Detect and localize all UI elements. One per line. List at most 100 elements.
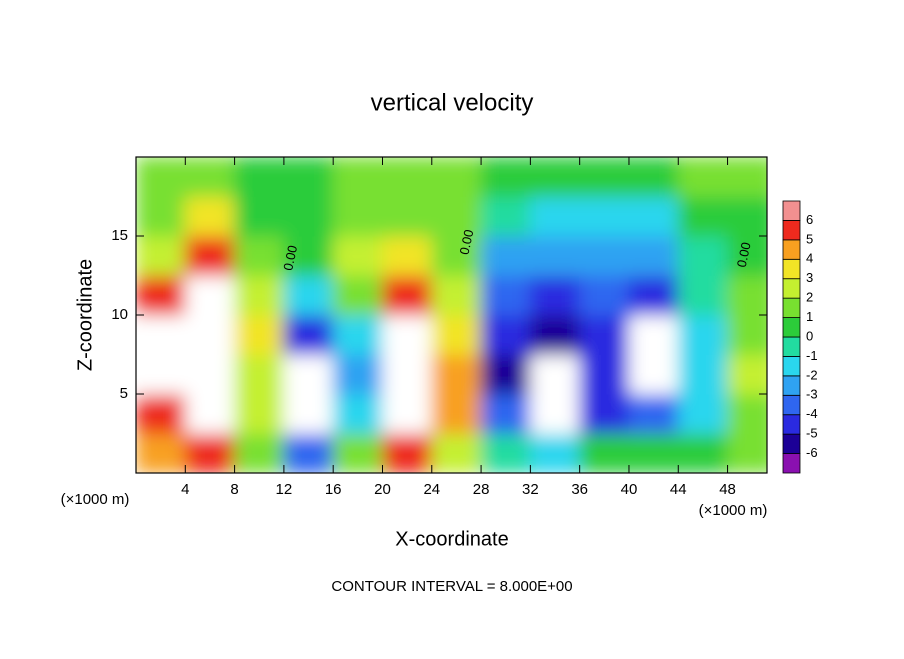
- field-cell: [677, 196, 729, 237]
- field-cell: [184, 157, 236, 197]
- footnote: CONTOUR INTERVAL = 8.000E+00: [331, 578, 572, 595]
- x-tick-label: 36: [571, 481, 588, 498]
- field-cell: [727, 157, 767, 197]
- field-cell: [677, 235, 729, 276]
- field-cell: [332, 157, 383, 197]
- field-cell: [283, 314, 334, 355]
- colorbar-box: [782, 433, 801, 454]
- field-cell: [677, 275, 729, 316]
- field-cell: [480, 196, 531, 237]
- field-cell: [529, 196, 581, 237]
- colorbar-label: 1: [806, 309, 813, 324]
- field-cell: [283, 275, 334, 316]
- field-cell: [332, 275, 383, 316]
- field-cell: [381, 433, 433, 473]
- field-cell: [677, 354, 729, 395]
- field-cell: [381, 196, 433, 237]
- field-cell: [136, 314, 186, 355]
- field-cell: [579, 314, 630, 355]
- colorbar-label: -4: [806, 406, 818, 421]
- contour-label: 0.00: [734, 241, 754, 269]
- field-cell: [727, 354, 767, 395]
- field-cell: [136, 157, 186, 197]
- x-units: (×1000 m): [61, 491, 130, 508]
- colorbar-box: [782, 394, 801, 416]
- field-cell: [677, 393, 729, 434]
- field-cell: [529, 314, 581, 355]
- field-cell: [234, 314, 285, 355]
- field-cell: [431, 314, 482, 355]
- field-cell: [579, 157, 630, 197]
- field-cell: [431, 157, 482, 197]
- field-cell: [677, 433, 729, 473]
- field-cell: [381, 275, 433, 316]
- x-tick-label: 4: [181, 481, 189, 498]
- colorbar-label: -5: [806, 426, 818, 441]
- field-cell: [480, 354, 531, 395]
- field-cell: [431, 393, 482, 434]
- field-cell: [677, 314, 729, 355]
- colorbar-box: [782, 453, 801, 474]
- y-tick-label: 5: [120, 385, 128, 402]
- field-cell: [628, 433, 679, 473]
- colorbar-label: 4: [806, 251, 813, 266]
- x-tick-label: 28: [473, 481, 490, 498]
- field-cell: [529, 393, 581, 434]
- field-cell: [431, 275, 482, 316]
- colorbar-label: 3: [806, 270, 813, 285]
- field-cell: [480, 393, 531, 434]
- y-tick-label: 10: [111, 306, 128, 323]
- field-cell: [529, 433, 581, 473]
- field-cell: [184, 275, 236, 316]
- field-cell: [184, 354, 236, 395]
- x-tick-label: 12: [276, 481, 293, 498]
- colorbar-label: 0: [806, 328, 813, 343]
- field-cell: [579, 433, 630, 473]
- field-cell: [381, 157, 433, 197]
- colorbar-box: [782, 317, 801, 338]
- x-tick-label: 40: [621, 481, 638, 498]
- field-cell: [184, 235, 236, 276]
- colorbar-label: -1: [806, 348, 818, 363]
- field-cell: [677, 157, 729, 197]
- field-cell: [529, 275, 581, 316]
- colorbar-box: [782, 239, 801, 260]
- field-cell: [332, 314, 383, 355]
- x-tick-label: 20: [374, 481, 391, 498]
- field-cell: [480, 314, 531, 355]
- field-cell: [234, 393, 285, 434]
- field: [136, 157, 767, 473]
- field-cell: [234, 433, 285, 473]
- field-cell: [628, 314, 679, 355]
- field-cell: [332, 235, 383, 276]
- x-tick-label: 44: [670, 481, 687, 498]
- field-cell: [283, 393, 334, 434]
- colorbar-box: [782, 297, 801, 318]
- field-cell: [136, 275, 186, 316]
- field-cell: [431, 235, 482, 276]
- field-cell: [431, 196, 482, 237]
- field-cell: [431, 354, 482, 395]
- field-cell: [381, 235, 433, 276]
- field-cell: [628, 354, 679, 395]
- chart-title: vertical velocity: [371, 89, 534, 116]
- field-cell: [480, 157, 531, 197]
- field-cell: [529, 235, 581, 276]
- field-cell: [579, 196, 630, 237]
- colorbar-box: [782, 414, 801, 435]
- y-tick-label: 15: [111, 227, 128, 244]
- colorbar-box: [782, 278, 801, 299]
- field-cell: [628, 393, 679, 434]
- colorbar-box: [782, 356, 801, 377]
- field-cell: [727, 314, 767, 355]
- field-cell: [727, 393, 767, 434]
- field-cell: [529, 157, 581, 197]
- field-cell: [184, 314, 236, 355]
- field-cell: [381, 354, 433, 395]
- x-tick-label: 48: [719, 481, 736, 498]
- field-cell: [480, 433, 531, 473]
- field-cell: [480, 235, 531, 276]
- x-tick-label: 24: [423, 481, 440, 498]
- x-tick-label: 8: [230, 481, 238, 498]
